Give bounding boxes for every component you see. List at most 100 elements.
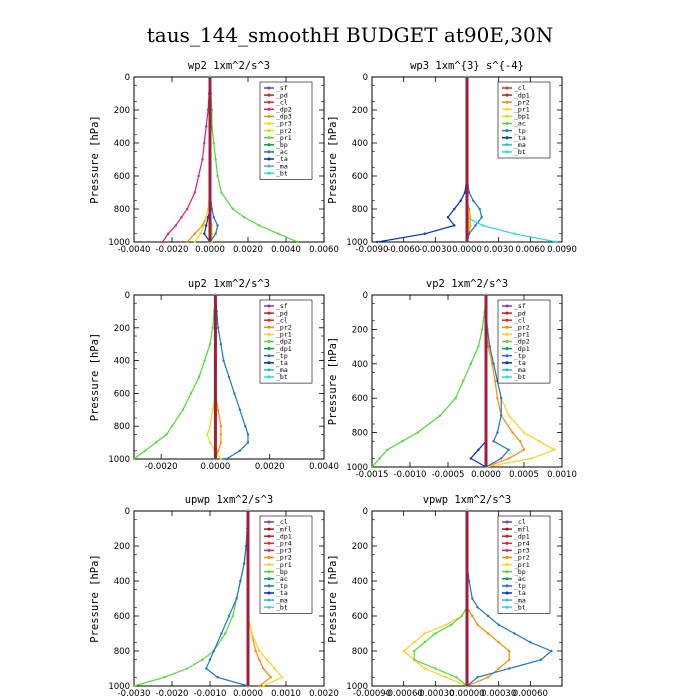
legend-label: _mfl xyxy=(276,525,292,533)
legend-marker xyxy=(505,598,509,602)
legend-marker xyxy=(505,584,509,588)
legend-marker xyxy=(267,591,271,595)
data-point xyxy=(273,667,276,670)
data-point xyxy=(486,676,490,679)
x-tick-label: 0.0040 xyxy=(271,245,301,255)
y-tick-label: 0 xyxy=(125,73,130,83)
legend-label: _pr4 xyxy=(514,540,530,548)
legend-marker xyxy=(267,534,271,538)
data-point xyxy=(246,441,250,444)
legend-label: _ta xyxy=(276,589,288,597)
data-point xyxy=(530,457,533,460)
data-point xyxy=(497,667,500,670)
data-point xyxy=(181,408,185,411)
legend-marker xyxy=(267,577,271,581)
legend-label: _tp xyxy=(276,352,288,360)
y-tick-label: 0 xyxy=(363,291,368,301)
data-point xyxy=(500,457,503,460)
legend: _sf_pd_cl_pr2_pr1_dp2_dp1_tp_ta_ma_bt xyxy=(259,299,313,384)
y-axis-label: Pressure [hPa] xyxy=(89,554,101,643)
legend-label: _dp1 xyxy=(514,345,530,353)
data-point xyxy=(423,632,426,635)
data-point xyxy=(486,614,490,618)
legend-marker xyxy=(505,556,509,559)
legend-marker xyxy=(267,570,271,574)
legend-marker xyxy=(267,171,271,175)
legend-marker xyxy=(267,361,271,365)
legend-label: _pr1 xyxy=(514,106,530,114)
legend-marker xyxy=(267,136,271,140)
data-point xyxy=(239,579,242,583)
x-tick-label: -0.00060 xyxy=(385,689,423,699)
data-point xyxy=(154,441,157,444)
y-axis-label: Pressure [hPa] xyxy=(327,337,339,426)
data-point xyxy=(476,623,479,626)
data-point xyxy=(199,232,202,235)
y-tick-label: 200 xyxy=(352,325,368,335)
legend-marker xyxy=(505,354,509,358)
data-point xyxy=(488,345,491,348)
x-tick-label: 0.0030 xyxy=(484,245,514,255)
data-point xyxy=(203,359,206,362)
data-point xyxy=(444,623,448,626)
legend: _cl_mfl_dp1_pr4_pr3_pr2_pr1_bp_ac_tp_ta_… xyxy=(259,515,313,614)
legend-label: _pr2 xyxy=(276,554,292,562)
legend-marker xyxy=(505,304,509,308)
data-point xyxy=(163,676,166,679)
y-axis-label: Pressure [hPa] xyxy=(89,333,101,422)
legend-marker xyxy=(267,563,271,567)
legend-label: _pd xyxy=(276,309,288,317)
data-point xyxy=(507,457,510,460)
data-point xyxy=(553,448,556,451)
data-point xyxy=(220,632,223,635)
data-point xyxy=(386,448,389,451)
data-point xyxy=(474,224,477,227)
data-point xyxy=(538,440,541,443)
data-point xyxy=(193,240,196,244)
data-point xyxy=(193,232,196,235)
y-tick-label: 200 xyxy=(114,324,130,334)
data-point xyxy=(208,658,212,661)
y-tick-label: 600 xyxy=(114,172,130,182)
legend: _cl_mfl_dp1_pr4_pr3_pr2_pr1_bp_ac_tp_ta_… xyxy=(497,515,551,614)
legend-label: _bp xyxy=(276,568,288,576)
data-point xyxy=(423,641,426,644)
data-point xyxy=(467,224,471,227)
y-tick-label: 0 xyxy=(125,507,130,517)
data-point xyxy=(186,207,189,211)
x-tick-label: 0.0010 xyxy=(547,470,577,480)
legend-marker xyxy=(505,136,509,140)
legend-label: _ma xyxy=(514,141,526,149)
y-tick-label: 800 xyxy=(352,205,368,215)
legend-marker xyxy=(267,340,271,343)
data-point xyxy=(522,431,526,434)
legend-marker xyxy=(267,318,271,322)
data-point xyxy=(508,649,511,653)
legend-marker xyxy=(505,100,509,104)
data-point xyxy=(513,632,516,635)
legend-label: _sf xyxy=(276,302,288,310)
data-point xyxy=(201,224,204,227)
legend-marker xyxy=(505,114,509,118)
x-tick-label: -0.0020 xyxy=(145,462,178,472)
data-point xyxy=(449,623,453,626)
data-point xyxy=(467,191,471,194)
data-point xyxy=(497,641,500,644)
legend-marker xyxy=(267,605,271,609)
legend-marker xyxy=(505,318,509,322)
data-point xyxy=(469,362,472,365)
legend-label: _sf xyxy=(276,84,288,92)
y-tick-label: 600 xyxy=(114,612,130,622)
legend-label: _pr2 xyxy=(514,554,530,562)
x-tick-label: 0.00060 xyxy=(513,689,548,699)
data-point xyxy=(492,440,495,443)
legend-label: _ta xyxy=(276,359,288,367)
x-tick-label: 0.0020 xyxy=(255,462,285,472)
x-tick-label: -0.0020 xyxy=(156,245,189,255)
y-tick-label: 200 xyxy=(352,542,368,552)
y-tick-label: 0 xyxy=(363,507,368,517)
data-point xyxy=(214,158,217,161)
legend: _cl_dp1_pr2_pr1_bp1_ac_tp_ta_ma_bt xyxy=(497,81,551,159)
data-point xyxy=(212,216,215,219)
y-tick-label: 800 xyxy=(114,205,130,215)
